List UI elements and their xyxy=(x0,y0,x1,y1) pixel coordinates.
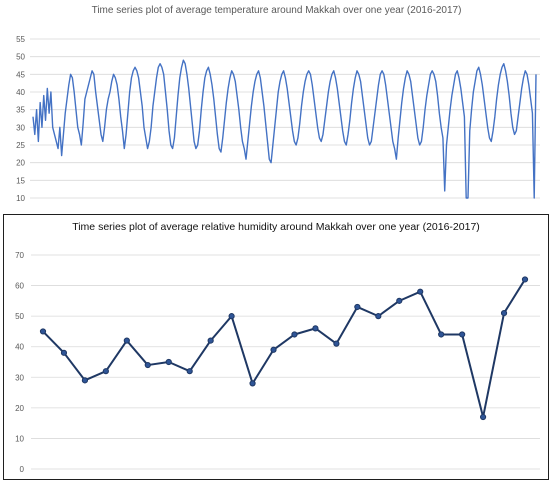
y-tick-label: 20 xyxy=(15,404,24,413)
y-tick-label: 50 xyxy=(16,53,25,62)
y-tick-label: 10 xyxy=(15,434,24,443)
y-tick-label: 30 xyxy=(15,373,24,382)
y-tick-label: 55 xyxy=(16,35,25,44)
series-line xyxy=(42,278,526,419)
data-point xyxy=(396,297,403,304)
data-point xyxy=(39,328,47,335)
y-tick-label: 35 xyxy=(16,106,25,115)
data-point xyxy=(375,313,382,320)
data-point xyxy=(417,288,424,295)
data-point xyxy=(186,368,193,375)
humidity-chart-panel: Time series plot of average relative hum… xyxy=(3,214,549,480)
y-tick-label: 0 xyxy=(20,465,25,474)
humidity-chart-plot: 0 10 20 30 40 50 60 70 xyxy=(15,251,540,474)
y-tick-label: 40 xyxy=(15,343,24,352)
data-point xyxy=(521,276,529,283)
y-tick-label: 30 xyxy=(16,123,25,132)
data-point xyxy=(207,337,214,344)
data-point xyxy=(60,349,68,356)
temperature-chart-panel: Time series plot of average temperature … xyxy=(0,0,553,212)
data-point xyxy=(102,368,109,375)
data-point xyxy=(165,358,172,366)
data-point xyxy=(312,325,319,332)
data-point xyxy=(270,346,277,353)
y-tick-label: 60 xyxy=(15,282,24,291)
data-point xyxy=(438,331,445,338)
humidity-chart-title: Time series plot of average relative hum… xyxy=(72,221,480,233)
y-tick-label: 45 xyxy=(16,70,25,79)
y-tick-label: 25 xyxy=(16,141,25,150)
data-point xyxy=(354,303,361,311)
data-point xyxy=(81,377,89,384)
data-point xyxy=(500,309,508,317)
data-point xyxy=(123,337,130,344)
data-point xyxy=(291,331,298,338)
y-tick-label: 50 xyxy=(15,312,24,321)
data-point xyxy=(459,331,466,338)
y-tick-label: 20 xyxy=(16,159,25,168)
data-point xyxy=(333,340,340,347)
temperature-chart-title: Time series plot of average temperature … xyxy=(91,5,462,16)
y-tick-label: 10 xyxy=(16,194,25,203)
y-tick-label: 70 xyxy=(15,251,24,260)
data-point xyxy=(228,313,235,320)
y-tick-label: 15 xyxy=(16,176,25,185)
temperature-chart-plot: 10 15 20 25 30 35 40 45 50 55 xyxy=(16,35,540,203)
data-point xyxy=(144,361,151,369)
data-point xyxy=(249,380,256,387)
data-point xyxy=(479,413,487,421)
series-line xyxy=(32,59,537,199)
y-tick-label: 40 xyxy=(16,88,25,97)
